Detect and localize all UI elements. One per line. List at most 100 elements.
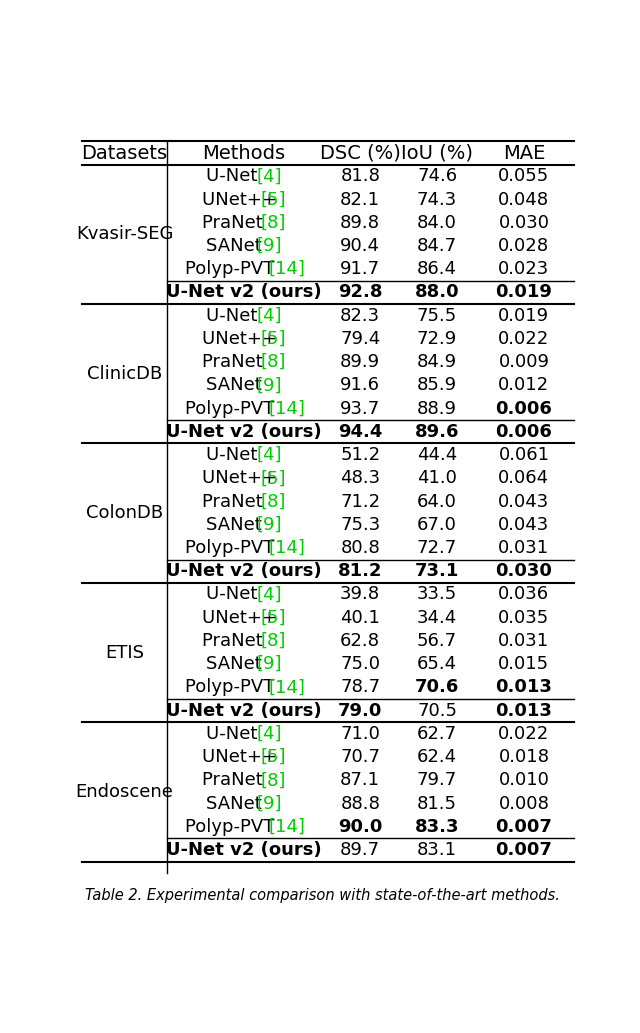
Text: SANet: SANet <box>206 376 268 395</box>
Text: 64.0: 64.0 <box>417 493 457 510</box>
Text: 71.0: 71.0 <box>340 725 380 743</box>
Text: 34.4: 34.4 <box>417 608 457 627</box>
Text: PraNet: PraNet <box>202 772 268 789</box>
Text: 89.6: 89.6 <box>415 422 460 441</box>
Text: [5]: [5] <box>260 330 286 348</box>
Text: 72.9: 72.9 <box>417 330 457 348</box>
Text: 65.4: 65.4 <box>417 655 457 674</box>
Text: UNet++: UNet++ <box>202 330 282 348</box>
Text: U-Net v2 (ours): U-Net v2 (ours) <box>166 283 321 302</box>
Text: 78.7: 78.7 <box>340 679 380 696</box>
Text: 0.018: 0.018 <box>499 748 549 766</box>
Text: 0.031: 0.031 <box>499 539 550 557</box>
Text: [5]: [5] <box>260 608 286 627</box>
Text: Polyp-PVT: Polyp-PVT <box>185 818 280 836</box>
Text: Datasets: Datasets <box>81 144 168 162</box>
Text: 56.7: 56.7 <box>417 632 457 650</box>
Text: 94.4: 94.4 <box>338 422 383 441</box>
Text: [9]: [9] <box>256 515 282 534</box>
Text: 62.4: 62.4 <box>417 748 457 766</box>
Text: 85.9: 85.9 <box>417 376 457 395</box>
Text: 0.015: 0.015 <box>499 655 550 674</box>
Text: 84.9: 84.9 <box>417 353 457 371</box>
Text: U-Net v2 (ours): U-Net v2 (ours) <box>166 841 321 859</box>
Text: [5]: [5] <box>260 190 286 209</box>
Text: [9]: [9] <box>256 794 282 813</box>
Text: 67.0: 67.0 <box>417 515 457 534</box>
Text: 92.8: 92.8 <box>338 283 383 302</box>
Text: PraNet: PraNet <box>202 632 268 650</box>
Text: U-Net: U-Net <box>206 307 263 324</box>
Text: 89.7: 89.7 <box>340 841 380 859</box>
Text: 0.009: 0.009 <box>499 353 549 371</box>
Text: 0.022: 0.022 <box>499 725 550 743</box>
Text: 84.7: 84.7 <box>417 237 457 255</box>
Text: [14]: [14] <box>269 400 306 417</box>
Text: U-Net v2 (ours): U-Net v2 (ours) <box>166 422 321 441</box>
Text: Polyp-PVT: Polyp-PVT <box>185 400 280 417</box>
Text: ETIS: ETIS <box>105 644 144 661</box>
Text: 91.6: 91.6 <box>340 376 380 395</box>
Text: 0.019: 0.019 <box>499 307 550 324</box>
Text: 88.9: 88.9 <box>417 400 457 417</box>
Text: 79.0: 79.0 <box>338 701 383 720</box>
Text: 0.010: 0.010 <box>499 772 549 789</box>
Text: Endoscene: Endoscene <box>76 783 173 801</box>
Text: 0.013: 0.013 <box>495 701 552 720</box>
Text: [8]: [8] <box>260 353 286 371</box>
Text: SANet: SANet <box>206 237 268 255</box>
Text: 0.023: 0.023 <box>499 260 550 278</box>
Text: [14]: [14] <box>269 818 306 836</box>
Text: Methods: Methods <box>202 144 285 162</box>
Text: U-Net v2 (ours): U-Net v2 (ours) <box>166 701 321 720</box>
Text: [9]: [9] <box>256 237 282 255</box>
Text: [14]: [14] <box>269 679 306 696</box>
Text: 75.3: 75.3 <box>340 515 380 534</box>
Text: UNet++: UNet++ <box>202 608 282 627</box>
Text: 89.9: 89.9 <box>340 353 380 371</box>
Text: [8]: [8] <box>260 772 286 789</box>
Text: 0.019: 0.019 <box>495 283 552 302</box>
Text: 48.3: 48.3 <box>340 469 380 488</box>
Text: U-Net v2 (ours): U-Net v2 (ours) <box>166 562 321 581</box>
Text: 90.4: 90.4 <box>340 237 380 255</box>
Text: UNet++: UNet++ <box>202 469 282 488</box>
Text: U-Net: U-Net <box>206 446 263 464</box>
Text: 0.035: 0.035 <box>499 608 550 627</box>
Text: [4]: [4] <box>256 586 282 603</box>
Text: 0.008: 0.008 <box>499 794 549 813</box>
Text: 93.7: 93.7 <box>340 400 380 417</box>
Text: 70.6: 70.6 <box>415 679 460 696</box>
Text: 84.0: 84.0 <box>417 214 457 231</box>
Text: 0.028: 0.028 <box>499 237 550 255</box>
Text: IoU (%): IoU (%) <box>401 144 473 162</box>
Text: 71.2: 71.2 <box>340 493 380 510</box>
Text: 41.0: 41.0 <box>417 469 457 488</box>
Text: Polyp-PVT: Polyp-PVT <box>185 539 280 557</box>
Text: 44.4: 44.4 <box>417 446 457 464</box>
Text: 72.7: 72.7 <box>417 539 457 557</box>
Text: [9]: [9] <box>256 376 282 395</box>
Text: 82.1: 82.1 <box>340 190 380 209</box>
Text: MAE: MAE <box>503 144 545 162</box>
Text: 81.5: 81.5 <box>417 794 457 813</box>
Text: 79.4: 79.4 <box>340 330 380 348</box>
Text: DSC (%): DSC (%) <box>320 144 401 162</box>
Text: 74.6: 74.6 <box>417 167 457 185</box>
Text: 81.2: 81.2 <box>338 562 383 581</box>
Text: 0.007: 0.007 <box>495 841 552 859</box>
Text: 75.0: 75.0 <box>340 655 380 674</box>
Text: 0.013: 0.013 <box>495 679 552 696</box>
Text: [8]: [8] <box>260 214 286 231</box>
Text: U-Net: U-Net <box>206 725 263 743</box>
Text: 0.007: 0.007 <box>495 818 552 836</box>
Text: [5]: [5] <box>260 748 286 766</box>
Text: 0.030: 0.030 <box>499 214 549 231</box>
Text: PraNet: PraNet <box>202 493 268 510</box>
Text: 87.1: 87.1 <box>340 772 380 789</box>
Text: 40.1: 40.1 <box>340 608 380 627</box>
Text: [5]: [5] <box>260 469 286 488</box>
Text: PraNet: PraNet <box>202 353 268 371</box>
Text: 83.3: 83.3 <box>415 818 460 836</box>
Text: 75.5: 75.5 <box>417 307 457 324</box>
